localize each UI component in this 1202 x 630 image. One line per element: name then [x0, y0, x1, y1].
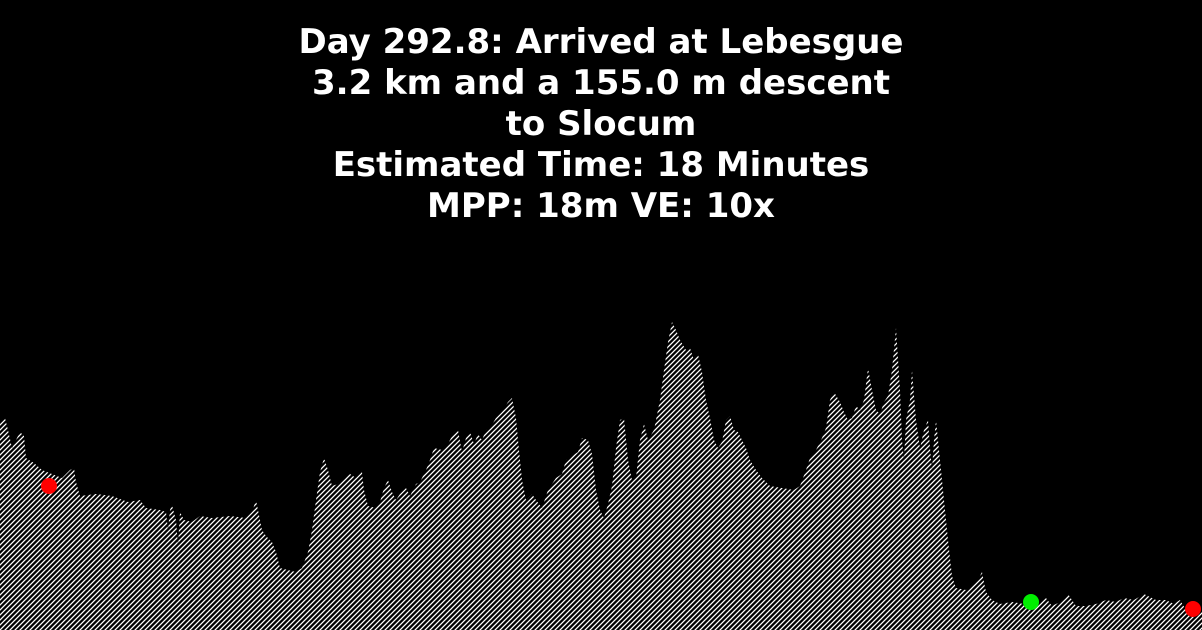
- end-marker: [1185, 601, 1201, 617]
- terrain-silhouette: [0, 322, 1202, 630]
- estimated-time-line: Estimated Time: 18 Minutes: [332, 145, 870, 185]
- current-position-marker: [1023, 594, 1039, 610]
- traverse-info-header: Day 292.8: Arrived at Lebesgue 3.2 km an…: [0, 22, 1202, 227]
- start-marker: [41, 478, 57, 494]
- scale-line: MPP: 18m VE: 10x: [427, 186, 775, 226]
- distance-descent-line: 3.2 km and a 155.0 m descent: [312, 63, 890, 103]
- day-arrival-line: Day 292.8: Arrived at Lebesgue: [298, 22, 904, 62]
- destination-line: to Slocum: [505, 104, 697, 144]
